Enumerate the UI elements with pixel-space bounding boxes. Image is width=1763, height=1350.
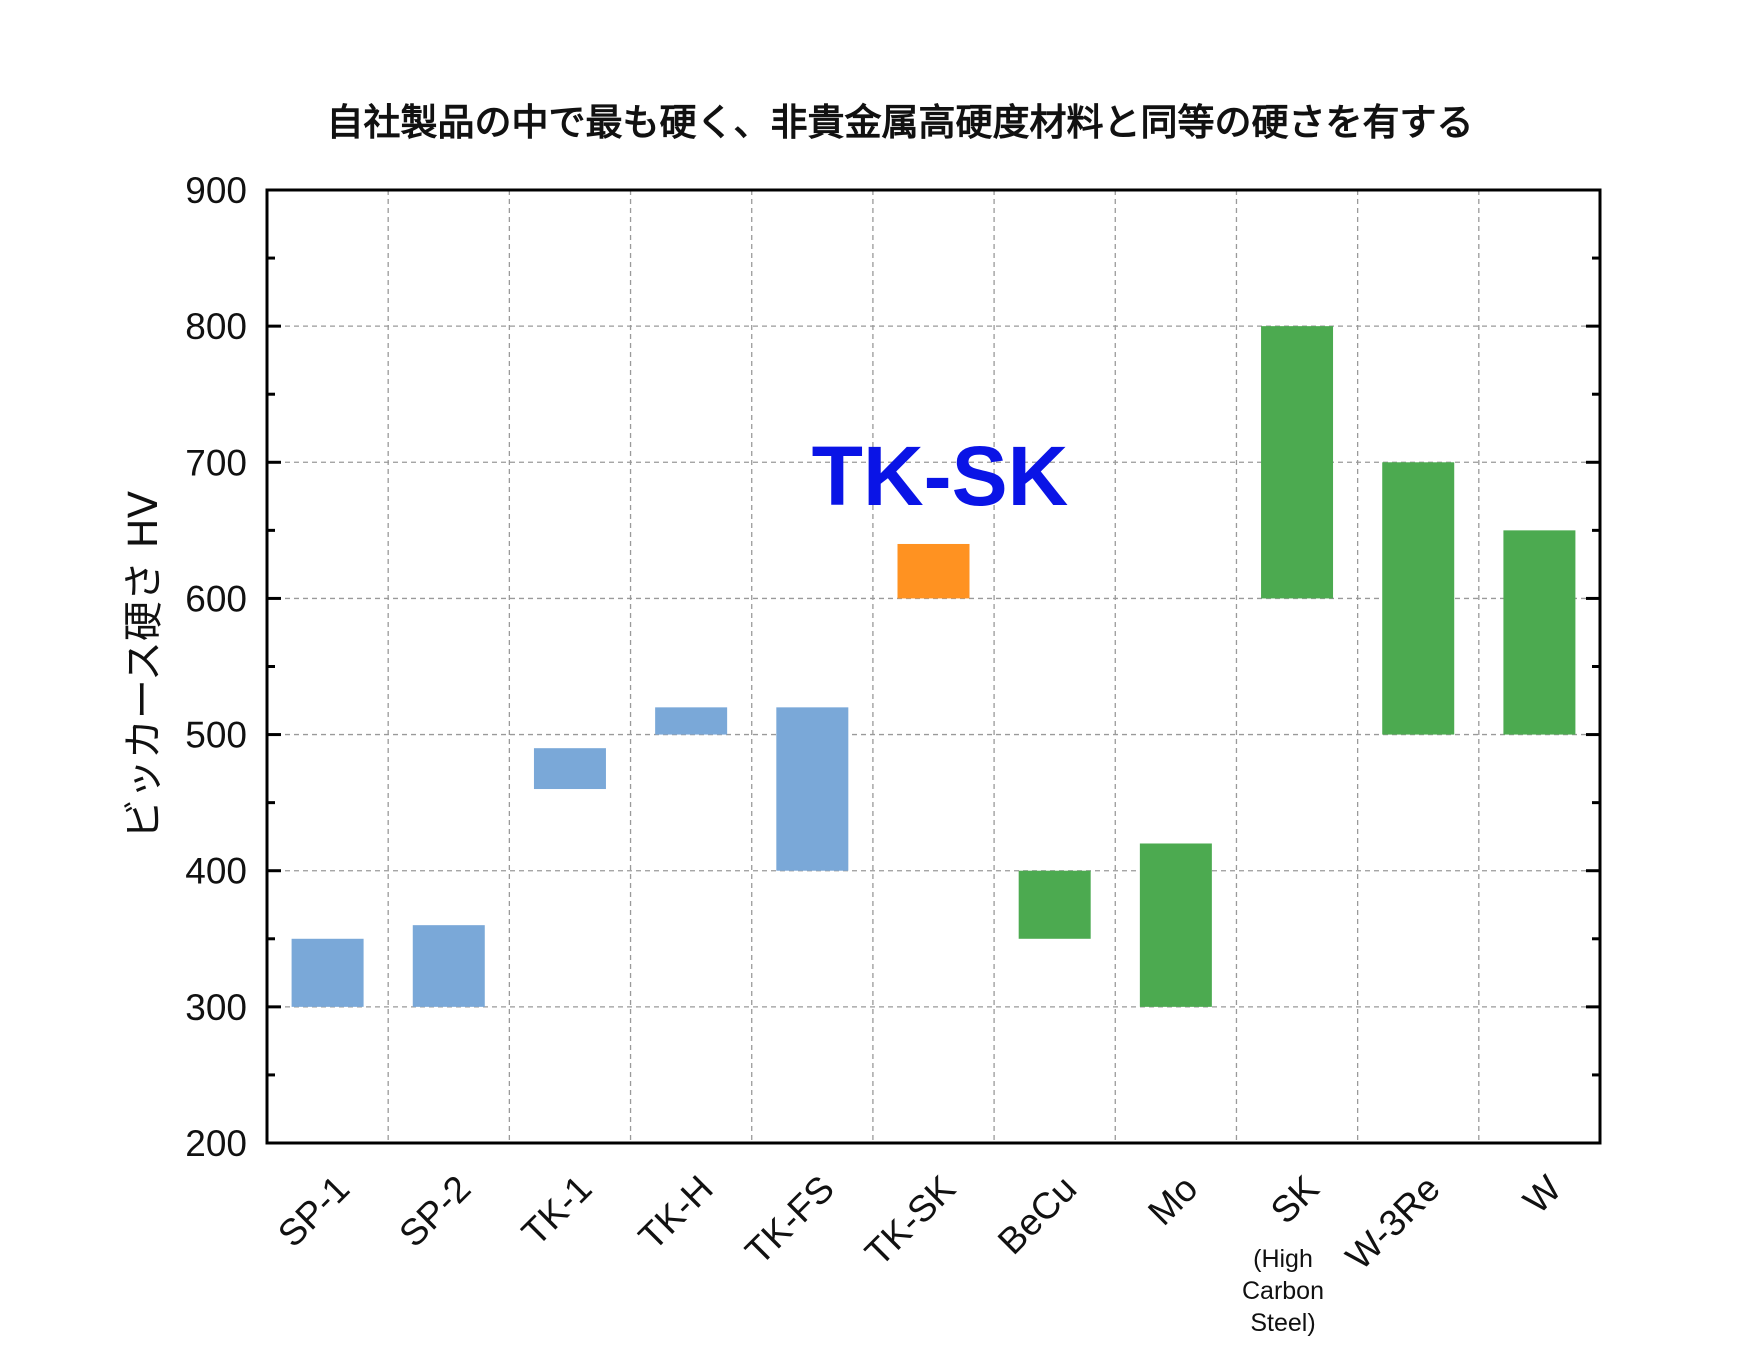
bar-mo xyxy=(1139,843,1212,1007)
sk-note: (High Carbon Steel) xyxy=(1242,1245,1324,1337)
y-tick-label: 400 xyxy=(185,851,247,892)
chart-title: 自社製品の中で最も硬く、非貴金属高硬度材料と同等の硬さを有する xyxy=(327,101,1474,144)
x-tick-label: W xyxy=(1515,1168,1569,1222)
tk-sk-annotation: TK-SK xyxy=(812,429,1069,523)
x-tick-label: TK-1 xyxy=(514,1168,600,1254)
bar-tk-sk xyxy=(897,543,970,599)
y-tick-label: 600 xyxy=(185,578,247,619)
x-tick-label: SP-1 xyxy=(270,1168,357,1255)
bar-tk-1 xyxy=(533,748,606,790)
bar-w xyxy=(1503,530,1576,735)
bars xyxy=(291,326,1576,1007)
bar-w-3re xyxy=(1382,462,1455,735)
y-tick-label: 200 xyxy=(185,1123,247,1164)
bar-sk xyxy=(1261,326,1334,599)
y-tick-label: 300 xyxy=(185,987,247,1028)
x-tick-label: TK-H xyxy=(631,1168,721,1258)
bar-tk-fs xyxy=(776,707,849,871)
bar-tk-h xyxy=(655,707,728,735)
y-tick-label: 800 xyxy=(185,306,247,347)
bar-becu xyxy=(1018,870,1091,939)
x-tick-labels: SP-1 SP-2 TK-1 TK-H TK-FS TK-SK BeCu Mo SK W-3Re W xyxy=(270,1167,1569,1277)
y-tick-label: 700 xyxy=(185,442,247,483)
bar-sp-2 xyxy=(412,925,485,1007)
x-tick-label: SK xyxy=(1263,1167,1327,1231)
x-tick-label: W-3Re xyxy=(1338,1168,1448,1278)
sk-note-line-1: (High xyxy=(1253,1245,1313,1273)
x-tick-label: TK-SK xyxy=(857,1167,963,1273)
y-tick-label: 500 xyxy=(185,715,247,756)
x-tick-label: Mo xyxy=(1140,1168,1205,1233)
sk-note-line-2: Carbon xyxy=(1242,1277,1324,1305)
x-tick-label: BeCu xyxy=(990,1168,1084,1262)
bar-sp-1 xyxy=(291,938,364,1007)
x-tick-label: TK-FS xyxy=(737,1168,842,1273)
x-tick-label: SP-2 xyxy=(391,1168,478,1255)
plot-frame xyxy=(265,188,1602,1145)
y-tick-label: 900 xyxy=(185,170,247,211)
y-axis-label: ビッカース硬さ HV xyxy=(121,490,167,839)
y-tick-labels: 200 300 400 500 600 700 800 900 xyxy=(185,170,247,1164)
sk-note-line-3: Steel) xyxy=(1250,1309,1315,1337)
